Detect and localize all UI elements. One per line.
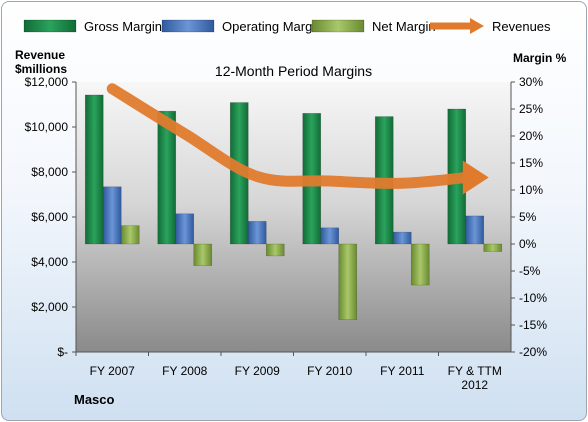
operating-margin-bar	[102, 186, 122, 245]
net-margin-bar	[483, 243, 503, 252]
operating-margin-bar	[247, 221, 267, 245]
net-margin-bar	[410, 243, 430, 286]
x-tick-label: FY 2010	[307, 364, 352, 378]
company-name: Masco	[74, 392, 115, 407]
right-tick-label: 10%	[519, 183, 543, 197]
x-tick-label: FY & TTM	[448, 364, 502, 378]
revenues-legend-arrow	[470, 18, 484, 34]
x-tick-label: FY 2008	[162, 364, 207, 378]
gross-margin-bar	[84, 94, 104, 245]
operating-margin-bar	[175, 213, 195, 245]
x-tick-label: FY 2009	[235, 364, 280, 378]
left-axis-title-line1: Revenue	[15, 48, 65, 62]
legend-label: Operating Margin	[222, 19, 322, 34]
x-tick-label: FY 2011	[380, 364, 425, 378]
net-margin-bar	[338, 243, 358, 320]
right-tick-label: -10%	[519, 291, 547, 305]
right-tick-label: 25%	[519, 102, 543, 116]
legend-label: Gross Margin	[84, 19, 162, 34]
plot-area	[76, 82, 511, 352]
right-tick-label: 30%	[519, 75, 543, 89]
right-axis-title: Margin %	[513, 51, 567, 65]
chart-title: 12-Month Period Margins	[215, 63, 372, 79]
right-tick-label: 20%	[519, 129, 543, 143]
left-tick-label: $4,000	[31, 255, 68, 269]
operating-margin-bar	[392, 231, 412, 245]
right-tick-label: -5%	[519, 264, 541, 278]
revenues-line	[106, 83, 481, 189]
right-tick-label: 5%	[519, 210, 537, 224]
net-margin-legend-swatch	[311, 19, 365, 33]
left-tick-label: $10,000	[25, 120, 69, 134]
net-margin-bar	[120, 225, 140, 245]
legend-label: Net Margin	[372, 19, 436, 34]
left-axis-title-line2: $millions	[15, 62, 67, 76]
legend-label: Revenues	[492, 19, 551, 34]
net-margin-bar	[193, 243, 213, 266]
right-tick-label: -15%	[519, 318, 547, 332]
right-tick-label: -20%	[519, 345, 547, 359]
x-tick-label: 2012	[461, 378, 488, 392]
right-tick-label: 15%	[519, 156, 543, 170]
right-tick-label: 0%	[519, 237, 537, 251]
gross-margin-bar	[157, 110, 177, 245]
left-tick-label: $12,000	[25, 75, 69, 89]
operating-margin-legend-swatch	[161, 19, 215, 33]
x-tick-label: FY 2007	[90, 364, 135, 378]
left-tick-label: $2,000	[31, 300, 68, 314]
left-tick-label: $6,000	[31, 210, 68, 224]
left-tick-label: $8,000	[31, 165, 68, 179]
gross-margin-legend-swatch	[23, 19, 77, 33]
net-margin-bar	[265, 243, 285, 257]
operating-margin-bar	[320, 227, 340, 245]
revenues-arrowhead	[462, 160, 489, 195]
left-tick-label: $-	[57, 345, 68, 359]
operating-margin-bar	[465, 215, 485, 245]
